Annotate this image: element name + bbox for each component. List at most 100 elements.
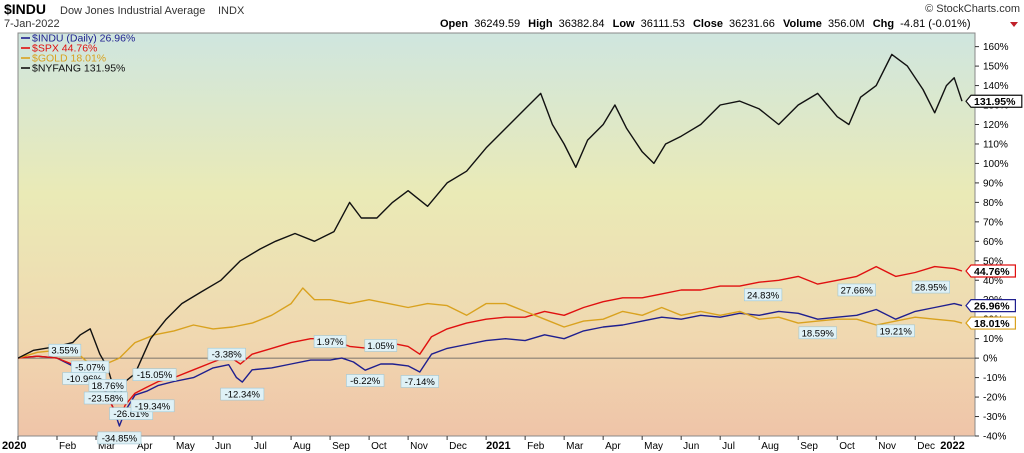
annotation-box [83,391,128,405]
y-tick-label: 10% [983,334,1003,345]
y-tick-label: 0% [983,354,998,365]
annotation-box [400,375,439,388]
low-value: 36111.53 [641,18,685,30]
annotation-callout: 28.95% [911,280,950,294]
low-label: Low [613,18,635,30]
end-label-box [965,264,1016,278]
legend-label: $GOLD 18.01% [32,53,106,65]
end-label-nyfang: 131.95% [965,94,1023,108]
legend-item-spx: $SPX 44.76% [21,43,97,55]
annotation-label: -6.22% [350,376,381,387]
y-tick-label: 150% [983,62,1009,73]
annotation-callout: -3.38% [207,347,246,361]
end-label-indu: 26.96% [965,299,1016,312]
annotation-callout: 19.21% [876,324,915,338]
annotation-box [346,374,385,387]
annotation-callout: -6.22% [346,374,385,387]
legend-item-gold: $GOLD 18.01% [21,53,106,65]
x-tick-label: Nov [410,441,428,452]
high-value: 36382.84 [559,18,605,30]
annotation-callout: 18.59% [798,326,837,339]
annotation-callout: 3.55% [48,343,82,357]
annotation-callout: -7.14% [400,375,439,388]
end-label-box [965,94,1023,108]
annotation-box [743,288,783,302]
x-tick-label: Sep [332,441,350,452]
annotation-label: -34.85% [102,433,138,444]
close-value: 36231.66 [729,18,775,30]
y-tick-label: 40% [983,276,1003,287]
y-tick-label: 110% [983,139,1008,150]
annotation-box [876,324,915,338]
annotation-callout: -15.05% [132,368,177,381]
chart-name: Dow Jones Industrial Average [60,5,205,17]
annotation-label: -23.58% [88,394,124,405]
annotation-label: 3.55% [51,346,78,357]
annotation-box [48,343,82,357]
y-tick-label: 100% [983,159,1009,170]
x-tick-label: 2020 [2,440,26,452]
annotation-label: 24.83% [747,290,780,301]
y-tick-label: 60% [983,237,1003,248]
annotation-callout: 18.76% [88,379,127,392]
x-tick-label: Jun [215,441,231,452]
annotation-label: 19.21% [880,326,913,337]
annotation-callout: 1.97% [313,335,347,348]
x-axis: 2020 Feb Mar Apr May Jun Jul Aug Sep Oct Nov Dec 202… [2,436,965,452]
x-tick-label: Feb [59,441,77,452]
y-tick-label: 140% [983,81,1009,92]
annotation-label: 18.76% [92,381,125,392]
annotation-box [220,387,265,401]
annotation-callout: -12.34% [220,387,265,401]
x-tick-label: Aug [761,441,779,452]
end-label-text: 131.95% [974,96,1016,108]
annotation-label: -19.34% [135,401,171,412]
ohlc-readout: Open 36249.59 High 36382.84 Low 36111.53… [440,18,1018,30]
y-tick-label: -10% [983,373,1006,384]
legend-item-nyfang: $NYFANG 131.95% [21,63,125,75]
x-tick-label: Dec [449,441,467,452]
annotation-label: -7.14% [405,377,436,388]
x-tick-label: 2022 [940,440,964,452]
x-tick-label: Jun [683,441,699,452]
annotation-callout: -34.85% [97,431,142,444]
annotation-label: -3.38% [212,350,243,361]
annotation-callout: -19.34% [130,399,175,412]
x-tick-label: Nov [878,441,896,452]
svg-text:Open 36249.59 High: Open 36249.59 High 36382.84 Low 36111.53… [440,18,970,30]
x-tick-label: Apr [605,441,621,452]
annotation-label: 1.97% [317,337,344,348]
x-tick-label: Dec [917,441,935,452]
x-tick-label: Mar [98,441,116,452]
y-tick-label: 120% [983,120,1009,131]
x-tick-label: Jul [722,441,735,452]
y-tick-label: -40% [983,432,1006,443]
annotations: 3.55% -5.07%-10.96%18.76% -23.58% -26.61% -3… [48,280,950,444]
end-label-text: 26.96% [974,300,1010,312]
annotation-box [313,335,347,348]
y-tick-label: 160% [983,42,1009,53]
legend: $INDU (Daily) 26.96%$SPX 44.76%$GOLD 18.… [21,33,135,75]
y-tick-label: -30% [983,412,1006,423]
annotation-label: -10.96% [67,374,103,385]
annotation-label: -5.07% [75,362,106,373]
annotation-label: -15.05% [137,370,173,381]
annotation-box [207,347,246,361]
x-tick-label: Feb [527,441,545,452]
y-tick-label: 50% [983,256,1003,267]
annotation-label: 1.05% [367,341,394,352]
annotation-box [88,379,127,392]
annotation-label: 28.95% [915,283,948,294]
series-group [18,53,963,427]
legend-label: $SPX 44.76% [32,43,97,55]
watermark: © StockCharts.com [925,3,1020,15]
series-line-indu [18,302,963,427]
plot-area [17,32,976,437]
chart-symbol: $INDU [4,1,46,17]
series-line-spx [18,265,963,420]
x-tick-label: May [176,441,195,452]
annotation-box [837,283,876,297]
x-tick-label: 2021 [486,440,510,452]
annotation-box [364,339,398,352]
